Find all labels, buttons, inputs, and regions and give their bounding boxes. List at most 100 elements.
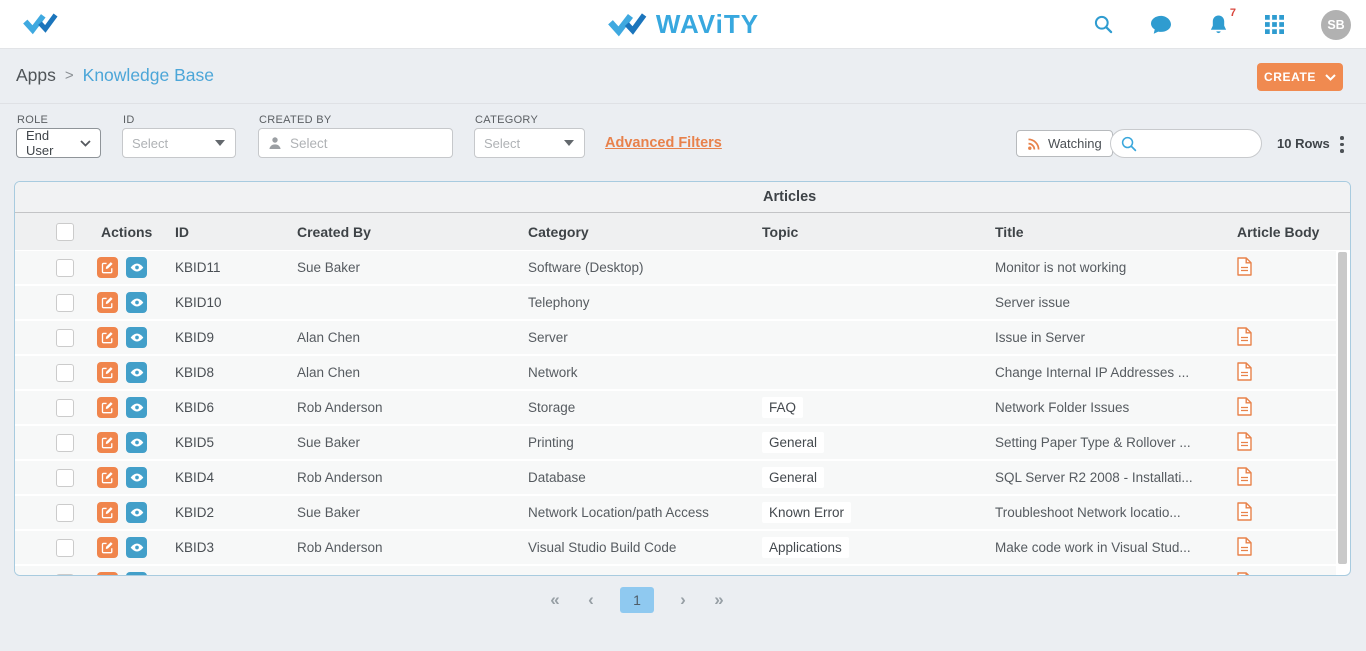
pagination-first-button[interactable]: « (550, 590, 560, 609)
select-all-checkbox[interactable] (56, 222, 74, 241)
article-body-icon[interactable] (1237, 501, 1252, 521)
row-checkbox[interactable] (56, 328, 74, 347)
wavity-brand: WAViTY (607, 9, 759, 40)
row-category: Software (Desktop) (528, 260, 644, 275)
rss-watching-icon (1028, 138, 1040, 150)
edit-button[interactable] (97, 257, 118, 278)
view-eye-icon[interactable] (126, 292, 147, 313)
more-options-kebab-icon[interactable] (1338, 134, 1346, 155)
search-icon[interactable] (1094, 15, 1113, 34)
breadcrumb-knowledge-base[interactable]: Knowledge Base (82, 65, 215, 85)
row-id: KBID3 (175, 540, 215, 555)
table-row: KBID3 Rob Anderson Visual Studio Build C… (15, 531, 1336, 564)
view-eye-icon[interactable] (126, 502, 147, 523)
column-header-article-body: Article Body (1237, 223, 1320, 240)
row-category: Server (528, 330, 568, 345)
view-eye-icon[interactable] (126, 432, 147, 453)
row-category: Network (528, 365, 578, 380)
role-filter-label: ROLE (17, 114, 49, 126)
rows-count-label: 10 Rows (1277, 136, 1330, 151)
caret-down-icon (564, 140, 574, 146)
view-eye-icon[interactable] (126, 257, 147, 278)
article-body-icon[interactable] (1237, 361, 1252, 381)
pagination-next-button[interactable]: › (680, 590, 686, 609)
breadcrumb-apps[interactable]: Apps (16, 65, 56, 85)
topic-chip: Applications (762, 537, 849, 558)
pagination-current-page[interactable]: 1 (620, 587, 654, 613)
edit-button[interactable] (97, 292, 118, 313)
view-eye-icon[interactable] (126, 397, 147, 418)
row-title: SQL Server R2 2008 - Installati... (995, 470, 1193, 485)
article-body-icon[interactable] (1237, 396, 1252, 416)
breadcrumb: Apps > Knowledge Base (16, 65, 214, 86)
row-checkbox[interactable] (56, 398, 74, 417)
edit-button[interactable] (97, 502, 118, 523)
table-search-input[interactable] (1143, 136, 1253, 151)
edit-pencil-icon (101, 507, 113, 519)
created-by-input[interactable] (290, 135, 443, 151)
edit-button[interactable] (97, 397, 118, 418)
chat-icon[interactable] (1150, 15, 1172, 35)
notifications-bell-icon[interactable]: 7 (1209, 7, 1236, 35)
article-body-icon[interactable] (1237, 326, 1252, 346)
pagination-last-button[interactable]: » (714, 590, 724, 609)
column-header-title: Title (995, 223, 1024, 240)
table-row: KBID6 Rob Anderson Storage FAQ Network F… (15, 391, 1336, 424)
created-by-field[interactable] (258, 128, 453, 158)
edit-button[interactable] (97, 327, 118, 348)
edit-button[interactable] (97, 467, 118, 488)
create-button[interactable]: CREATE (1257, 63, 1343, 91)
category-select[interactable]: Select (474, 128, 585, 158)
view-eye-icon[interactable] (126, 467, 147, 488)
row-category: Storage (528, 400, 576, 415)
column-header-id: ID (175, 223, 189, 240)
row-created-by: Rob Anderson (297, 400, 383, 415)
row-category: Database (528, 470, 586, 485)
edit-button[interactable] (97, 432, 118, 453)
article-body-icon[interactable] (1237, 571, 1252, 575)
edit-button[interactable] (97, 362, 118, 383)
column-header-topic: Topic (762, 223, 799, 240)
pagination-prev-button[interactable]: ‹ (588, 590, 594, 609)
view-eye-icon[interactable] (126, 362, 147, 383)
row-checkbox[interactable] (56, 573, 74, 575)
row-checkbox[interactable] (56, 258, 74, 277)
row-checkbox[interactable] (56, 363, 74, 382)
category-filter-label: CATEGORY (475, 114, 539, 126)
row-id: KBID5 (175, 435, 215, 450)
edit-button[interactable] (97, 572, 118, 575)
row-id: KBID6 (175, 400, 215, 415)
wavity-logo-icon[interactable] (22, 12, 58, 41)
row-checkbox[interactable] (56, 433, 74, 452)
article-body-icon[interactable] (1237, 256, 1252, 276)
topic-chip: FAQ (762, 397, 804, 418)
article-body-icon[interactable] (1237, 431, 1252, 451)
edit-pencil-icon (101, 297, 113, 309)
vertical-scrollbar-thumb[interactable] (1338, 252, 1347, 564)
role-select[interactable]: End User (16, 128, 101, 158)
row-checkbox[interactable] (56, 293, 74, 312)
advanced-filters-link[interactable]: Advanced Filters (605, 135, 722, 151)
row-created-by: Sue Baker (297, 435, 361, 450)
row-checkbox[interactable] (56, 468, 74, 487)
apps-grid-icon[interactable] (1265, 15, 1284, 34)
brand-name: WAViTY (655, 9, 760, 39)
view-eye-icon[interactable] (126, 572, 147, 575)
category-select-placeholder: Select (484, 135, 521, 151)
article-body-icon[interactable] (1237, 536, 1252, 556)
user-avatar[interactable]: SB (1321, 9, 1351, 40)
watching-button[interactable]: Watching (1016, 130, 1113, 157)
articles-table: Articles Actions ID Created By Category … (14, 181, 1351, 576)
row-id: KBID11 (175, 260, 221, 275)
article-body-icon[interactable] (1237, 466, 1252, 486)
row-checkbox[interactable] (56, 538, 74, 557)
edit-button[interactable] (97, 537, 118, 558)
id-select[interactable]: Select (122, 128, 236, 158)
row-id: KBID10 (175, 295, 222, 310)
view-eye-icon[interactable] (126, 537, 147, 558)
view-eye-icon[interactable] (126, 327, 147, 348)
row-checkbox[interactable] (56, 503, 74, 522)
topic-chip: General (762, 432, 825, 453)
table-row: KBID11 Sue Baker Software (Desktop) Moni… (15, 251, 1336, 284)
table-row (15, 566, 1336, 575)
